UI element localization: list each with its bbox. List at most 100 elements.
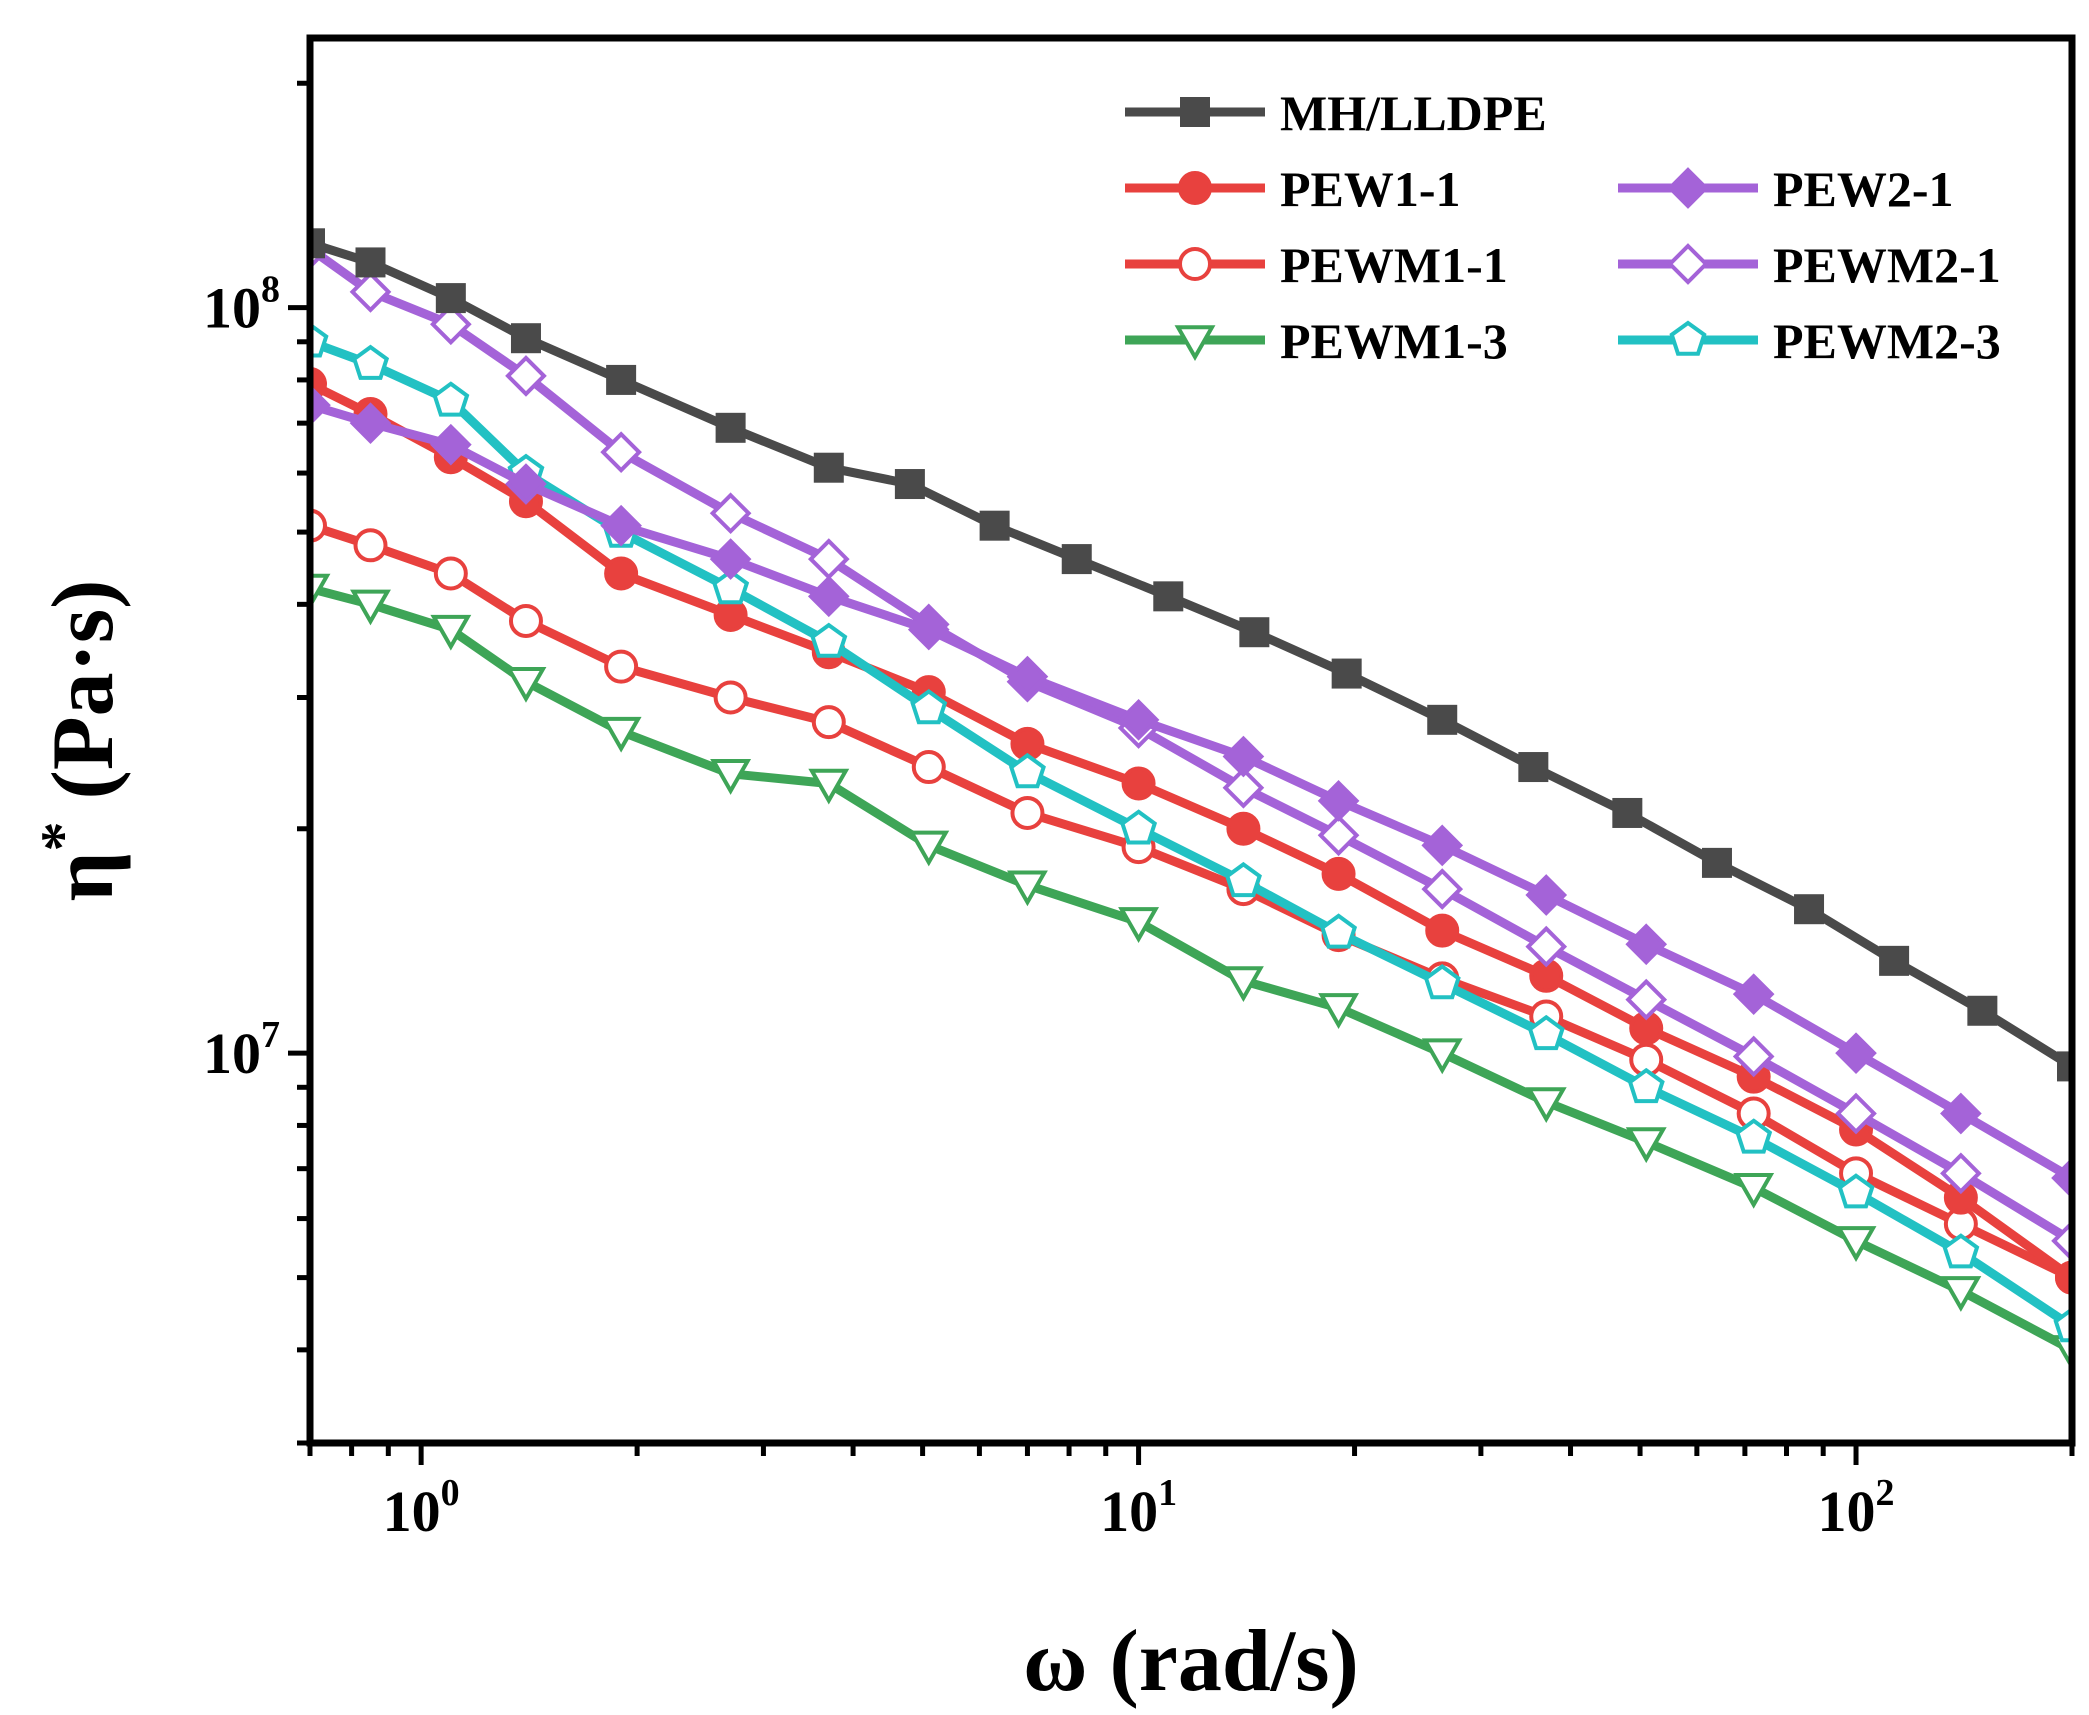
series-pewm2-3 <box>310 322 2072 1343</box>
data-point-pewm2-1 <box>600 431 642 473</box>
data-point-pew2-1 <box>2051 1157 2072 1199</box>
data-point-pewm2-3 <box>432 381 470 417</box>
data-point-pewm2-1 <box>505 355 547 397</box>
data-point-pewm1-3 <box>430 614 472 651</box>
data-point-pewm1-1 <box>508 603 543 638</box>
data-point-pewm2-3 <box>1735 1118 1773 1154</box>
data-point-pewm1-1 <box>604 649 639 684</box>
data-point-mh-lldpe <box>606 364 637 395</box>
data-point-mh-lldpe <box>355 247 386 278</box>
series-mh-lldpe <box>310 228 2072 1082</box>
data-point-pewm2-1 <box>2051 1220 2072 1262</box>
data-point-mh-lldpe <box>1701 847 1732 878</box>
data-point-pewm1-3 <box>1318 993 1360 1029</box>
legend-label: PEWM2-3 <box>1773 313 2001 369</box>
x-tick-label: 102 <box>1818 1472 1895 1544</box>
legend-swatch-marker <box>1667 167 1709 209</box>
legend-swatch-marker <box>1178 171 1212 205</box>
data-point-mh-lldpe <box>1612 797 1643 828</box>
data-point-pew1-1 <box>2055 1260 2072 1295</box>
data-point-pewm2-1 <box>1625 978 1668 1021</box>
legend-swatch-marker <box>1174 325 1216 362</box>
series-pew2-1 <box>310 384 2072 1199</box>
plot-frame <box>306 34 2076 1447</box>
legend-item-pewm1-1: PEWM1-1 <box>1125 237 1508 293</box>
data-point-pewm2-3 <box>1120 809 1158 845</box>
data-point-pewm1-3 <box>1421 1038 1463 1075</box>
data-point-pewm2-3 <box>351 344 390 380</box>
data-point-mh-lldpe <box>1061 544 1092 575</box>
data-point-mh-lldpe <box>435 283 466 314</box>
data-point-pew2-1 <box>1006 655 1049 698</box>
tick-labels: 100 101 102 107 108 <box>203 269 1895 1544</box>
data-point-mh-lldpe <box>1794 894 1825 925</box>
data-point-mh-lldpe <box>1967 995 1998 1026</box>
series-pewm1-3 <box>310 573 2072 1371</box>
data-point-pewm1-3 <box>1118 907 1160 943</box>
data-point-pewm2-1 <box>430 303 472 346</box>
data-point-pew2-1 <box>907 608 950 651</box>
data-point-pewm2-1 <box>1222 766 1265 809</box>
data-point-pewm1-3 <box>2051 1335 2072 1371</box>
data-point-pew2-1 <box>1940 1092 1982 1135</box>
series-layer <box>310 227 2072 1371</box>
data-point-pewm2-3 <box>1627 1067 1665 1104</box>
x-tick-label: 101 <box>1100 1472 1177 1544</box>
data-point-pew2-1 <box>505 463 547 505</box>
legend-item-pew2-1: PEW2-1 <box>1618 161 1954 217</box>
data-point-pewm2-1 <box>1421 868 1464 910</box>
data-point-pew2-1 <box>1525 874 1568 916</box>
data-point-pew1-1 <box>1321 856 1356 891</box>
data-point-pew2-1 <box>1117 698 1160 741</box>
data-point-pewm2-1 <box>1317 814 1360 857</box>
data-point-pewm2-1 <box>1835 1092 1877 1135</box>
legend: MH/LLDPE PEW1-1 PEWM1-1 PEWM1-3 PEW2-1 PEWM2-… <box>1125 85 2001 369</box>
data-point-pew2-1 <box>1835 1032 1877 1075</box>
data-point-pewm2-3 <box>310 322 329 358</box>
data-point-pewm1-3 <box>1940 1276 1982 1312</box>
data-point-pewm1-3 <box>1007 870 1048 907</box>
data-point-pewm1-3 <box>310 573 331 610</box>
data-point-pewm2-1 <box>709 492 752 535</box>
data-point-pew2-1 <box>1732 973 1775 1015</box>
y-axis-title: η* (Pa·s) <box>29 580 132 902</box>
legend-swatch-marker <box>1669 320 1707 356</box>
data-point-pewm1-1 <box>911 750 946 785</box>
legend-item-pewm2-1: PEWM2-1 <box>1618 237 2001 293</box>
data-point-mh-lldpe <box>1153 581 1184 612</box>
data-point-pew2-1 <box>430 423 472 466</box>
legend-label: PEWM1-1 <box>1280 237 1508 293</box>
data-point-pewm1-1 <box>353 528 388 563</box>
data-point-pew2-1 <box>1222 735 1265 778</box>
data-point-pew1-1 <box>1425 913 1460 948</box>
data-point-pew1-1 <box>604 556 639 591</box>
data-point-pewm2-3 <box>1942 1233 1980 1269</box>
data-point-mh-lldpe <box>1427 704 1458 735</box>
data-point-pewm1-3 <box>808 768 850 805</box>
data-point-mh-lldpe <box>715 412 746 443</box>
data-point-pew2-1 <box>1317 780 1360 822</box>
data-point-pewm2-3 <box>1837 1173 1875 1209</box>
data-point-mh-lldpe <box>510 323 541 354</box>
data-point-mh-lldpe <box>1518 752 1549 783</box>
data-point-pewm2-3 <box>1423 964 1461 1000</box>
legend-item-mh-lldpe: MH/LLDPE <box>1125 85 1547 141</box>
data-point-pewm1-3 <box>908 830 950 867</box>
legend-swatch-marker <box>1178 247 1212 281</box>
data-point-pewm1-3 <box>600 716 642 753</box>
data-point-pewm1-3 <box>710 759 752 795</box>
data-point-mh-lldpe <box>1331 658 1362 689</box>
data-point-pewm1-1 <box>310 508 327 543</box>
data-point-pewm2-3 <box>712 569 750 605</box>
legend-label: PEW2-1 <box>1773 161 1954 217</box>
data-point-pew1-1 <box>713 598 748 633</box>
data-point-mh-lldpe <box>979 510 1010 541</box>
data-point-pew2-1 <box>1625 923 1668 966</box>
legend-label: PEWM2-1 <box>1773 237 2001 293</box>
y-tick-label: 108 <box>203 269 280 341</box>
data-point-pewm2-3 <box>2053 1306 2072 1343</box>
data-point-pew2-1 <box>310 384 331 426</box>
data-point-mh-lldpe <box>1879 945 1910 976</box>
y-tick-label: 107 <box>203 1014 280 1086</box>
